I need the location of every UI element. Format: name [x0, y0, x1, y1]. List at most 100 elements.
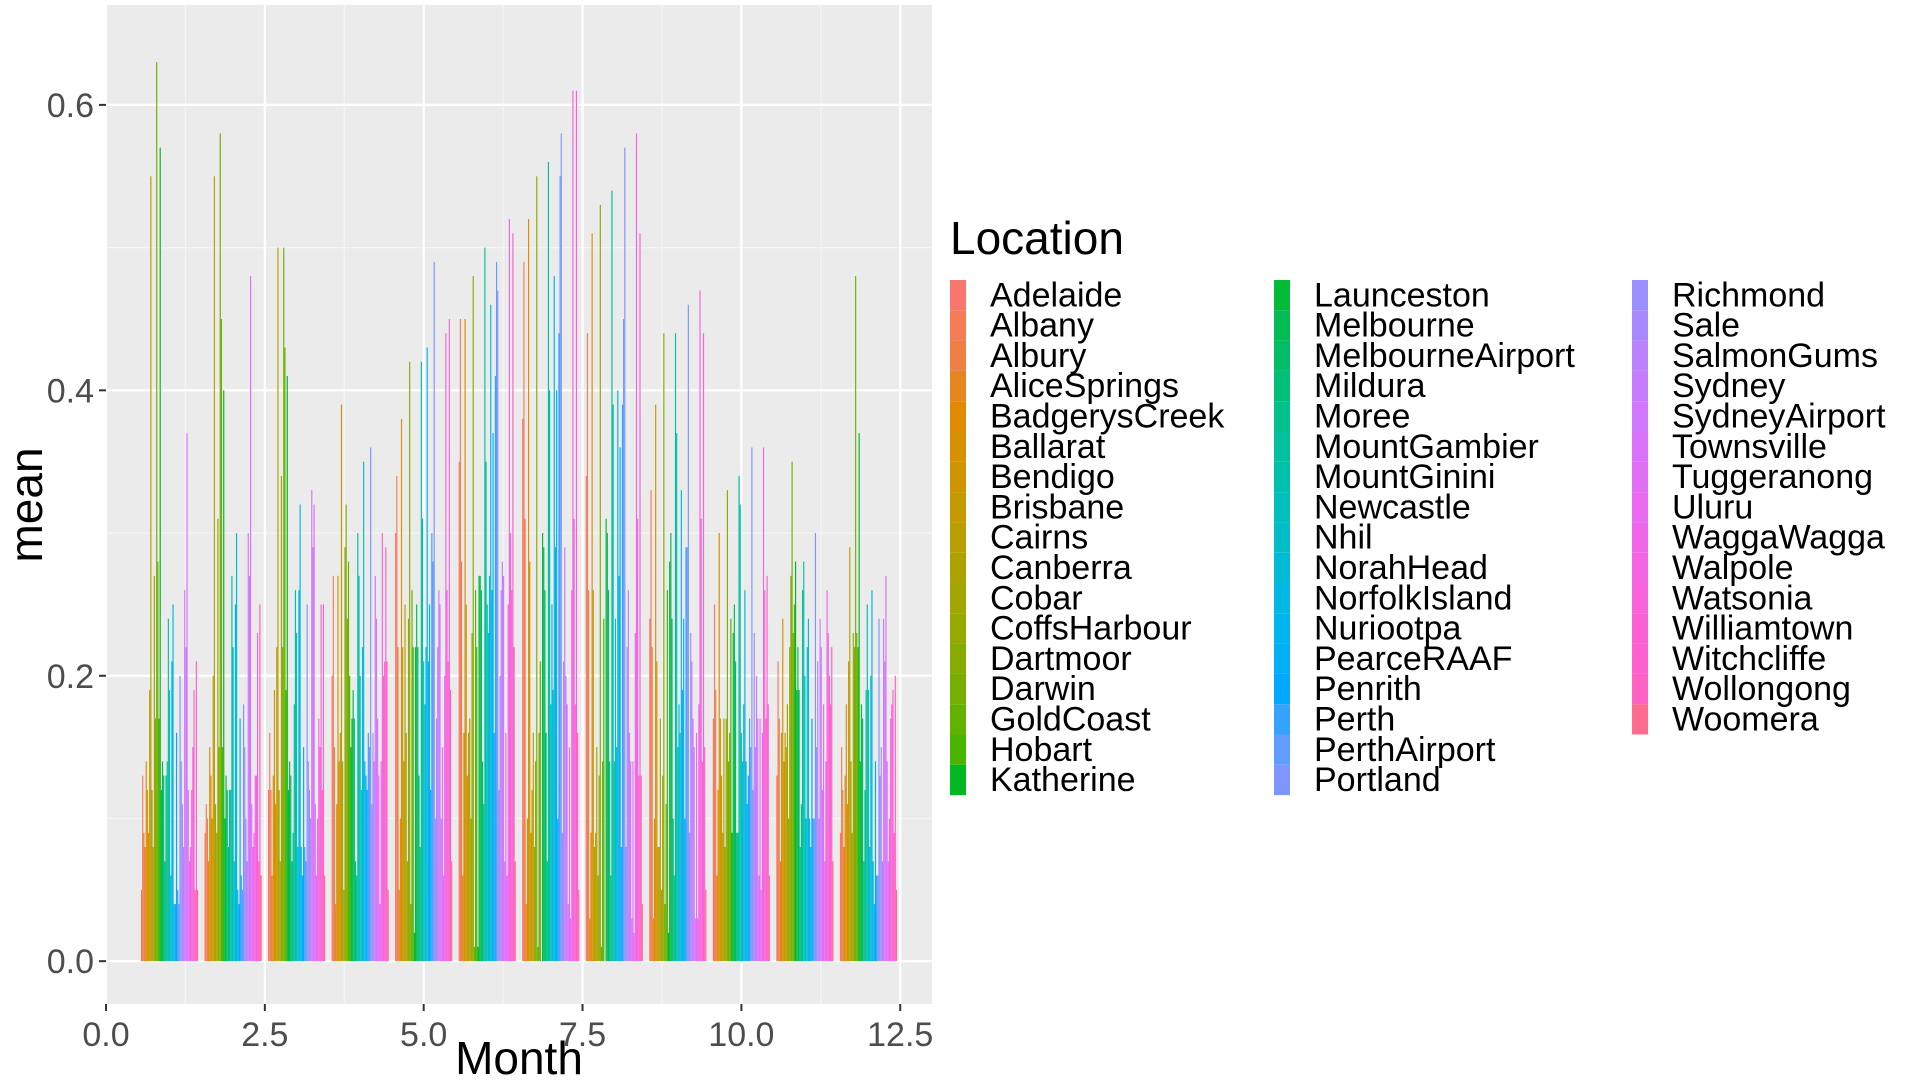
bar	[797, 647, 799, 962]
bar	[324, 875, 326, 962]
bar	[793, 604, 796, 962]
bar	[684, 818, 686, 962]
bar	[395, 533, 397, 962]
bar	[220, 318, 222, 962]
legend-swatch	[1632, 461, 1648, 493]
legend-swatch	[950, 401, 966, 432]
bar	[410, 904, 412, 962]
bar	[877, 875, 879, 962]
y-tick-label: 0.4	[47, 372, 94, 410]
bar	[502, 575, 505, 962]
bar	[672, 818, 674, 962]
bar	[872, 861, 874, 962]
bar	[853, 647, 856, 962]
bar	[360, 789, 362, 962]
bar	[227, 847, 229, 962]
bar	[660, 889, 663, 962]
bar	[859, 761, 861, 962]
bar	[168, 690, 171, 962]
bar	[214, 804, 217, 962]
bar	[798, 690, 800, 962]
legend-label: BadgerysCreek	[990, 398, 1225, 436]
bar	[791, 461, 793, 962]
bar	[434, 818, 436, 962]
legend-label: Cobar	[990, 579, 1083, 617]
bar	[842, 789, 844, 962]
bar	[778, 718, 780, 962]
legend-label: AliceSprings	[990, 367, 1179, 405]
bar	[333, 747, 336, 962]
bar	[730, 618, 732, 962]
legend-swatch	[1274, 340, 1290, 371]
bar	[321, 789, 323, 962]
bar	[671, 618, 673, 962]
bar	[251, 804, 253, 962]
bar	[303, 747, 305, 962]
bar	[625, 847, 627, 962]
legend-label: Wollongong	[1672, 670, 1851, 708]
bar	[271, 875, 273, 962]
bar	[776, 775, 778, 962]
bar	[560, 133, 562, 962]
bar	[463, 732, 465, 962]
bar	[658, 847, 660, 962]
bar	[411, 590, 413, 962]
bar	[545, 732, 547, 962]
bar	[237, 889, 239, 962]
legend-label: Bendigo	[990, 458, 1115, 496]
bar	[277, 247, 279, 962]
bar	[683, 618, 685, 962]
bar	[640, 775, 642, 962]
bar	[152, 847, 154, 962]
bar	[843, 847, 845, 962]
bar	[531, 789, 533, 962]
legend-label: Woomera	[1672, 701, 1819, 739]
legend-swatch	[950, 764, 966, 796]
bar	[430, 789, 432, 962]
bar	[446, 590, 448, 962]
bar	[287, 789, 290, 962]
bar	[166, 761, 168, 962]
bar	[233, 861, 235, 962]
bar	[593, 847, 596, 962]
bar	[483, 804, 485, 962]
bar	[722, 832, 724, 962]
bar	[244, 747, 246, 962]
legend: AdelaideAlbanyAlburyAliceSpringsBadgerys…	[950, 276, 1886, 799]
bar	[715, 690, 717, 962]
bar	[870, 675, 872, 962]
bar	[142, 775, 144, 962]
bar	[186, 433, 188, 962]
bar	[573, 518, 575, 962]
bar	[678, 704, 680, 962]
bar	[478, 575, 480, 962]
bar	[298, 590, 300, 962]
bar	[375, 618, 378, 962]
bar	[577, 732, 579, 962]
legend-swatch	[1632, 643, 1648, 674]
legend-swatch	[950, 673, 966, 705]
legend-label: Tuggeranong	[1672, 458, 1873, 496]
bar	[451, 861, 453, 962]
bar	[344, 547, 346, 962]
bar	[474, 590, 477, 962]
bar	[574, 704, 576, 962]
legend-swatch	[950, 492, 966, 523]
bar	[779, 861, 781, 962]
legend-label: Sydney	[1672, 367, 1785, 405]
legend-label: Watsonia	[1672, 579, 1813, 617]
bar	[624, 147, 626, 962]
bar	[802, 590, 804, 962]
bar	[232, 647, 234, 962]
bar	[740, 732, 742, 962]
bar	[370, 447, 372, 962]
bar	[542, 533, 544, 962]
bar	[310, 818, 312, 962]
bar	[860, 704, 863, 962]
bar	[381, 533, 383, 962]
bar	[504, 861, 506, 962]
bar	[311, 490, 313, 962]
legend-label: Uluru	[1672, 488, 1753, 526]
x-tick-label: 2.5	[241, 1016, 288, 1054]
bar	[312, 547, 314, 962]
